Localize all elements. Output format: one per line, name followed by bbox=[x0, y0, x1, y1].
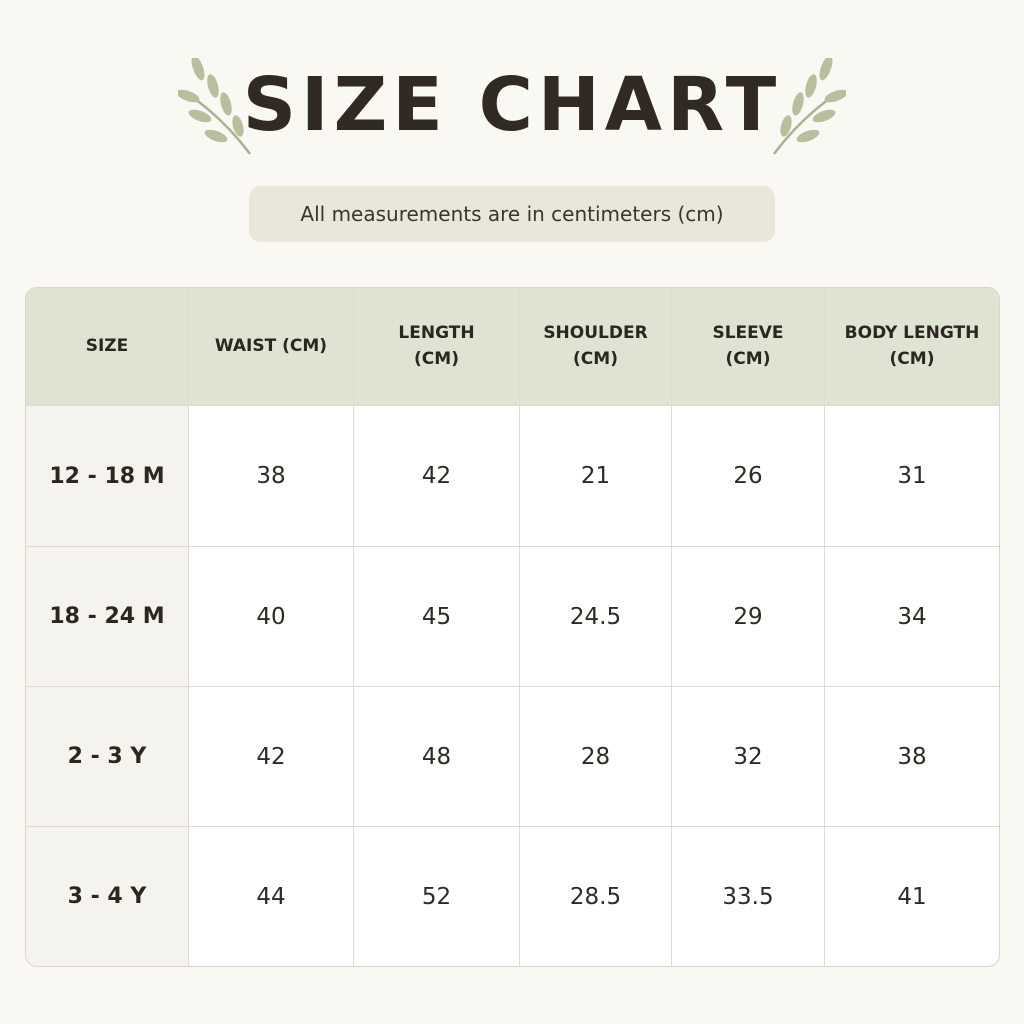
measurement: 31 bbox=[825, 406, 999, 547]
measurement: 38 bbox=[825, 687, 999, 827]
size-label: 3 - 4 Y bbox=[26, 827, 189, 966]
measurement: 42 bbox=[354, 406, 520, 547]
measurement: 44 bbox=[189, 827, 354, 966]
measurement: 28 bbox=[520, 687, 672, 827]
measurement: 21 bbox=[520, 406, 672, 547]
size-label: 2 - 3 Y bbox=[26, 687, 189, 827]
column-header: LENGTH (CM) bbox=[354, 288, 520, 406]
title: SIZE CHART bbox=[242, 62, 782, 148]
leaf-decoration bbox=[773, 58, 846, 155]
measurement: 48 bbox=[354, 687, 520, 827]
measurement: 45 bbox=[354, 547, 520, 687]
measurement: 52 bbox=[354, 827, 520, 966]
measurement: 34 bbox=[825, 547, 999, 687]
column-header: SHOULDER (CM) bbox=[520, 288, 672, 406]
size-label: 12 - 18 M bbox=[26, 406, 189, 547]
measurement: 38 bbox=[189, 406, 354, 547]
column-header: BODY LENGTH (CM) bbox=[825, 288, 999, 406]
measurement: 42 bbox=[189, 687, 354, 827]
measurement: 26 bbox=[672, 406, 825, 547]
size-table: SIZE WAIST (CM) LENGTH (CM) SHOULDER (CM) SL… bbox=[25, 287, 1000, 967]
measurement: 41 bbox=[897, 883, 927, 910]
column-header: SLEEVE (CM) bbox=[672, 288, 825, 406]
column-header: WAIST (CM) bbox=[189, 288, 354, 406]
measurement: 29 bbox=[672, 547, 825, 687]
measurement: 33.5 bbox=[672, 827, 825, 966]
measurement: 32 bbox=[672, 687, 825, 827]
measurement: 24.5 bbox=[520, 547, 672, 687]
measurement: 40 bbox=[189, 547, 354, 687]
measurement: 28.5 bbox=[520, 827, 672, 966]
subtitle: All measurements are in centimeters (cm) bbox=[249, 186, 775, 242]
size-label: 18 - 24 M bbox=[26, 547, 189, 687]
column-header: SIZE bbox=[26, 288, 189, 406]
leaf-decoration bbox=[178, 58, 251, 155]
